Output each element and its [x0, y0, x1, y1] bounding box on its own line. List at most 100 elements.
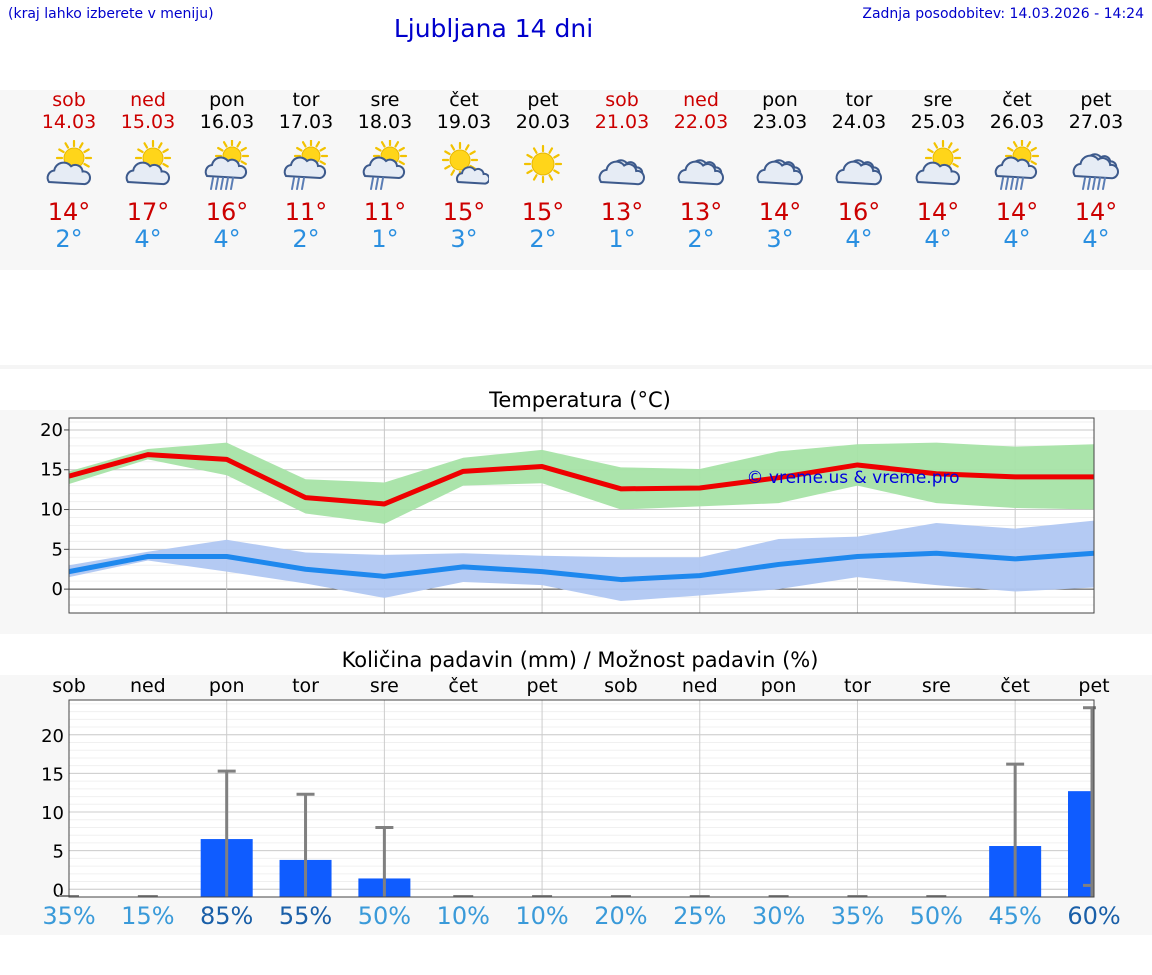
sun-cloud-rain-icon [204, 140, 250, 190]
day-name: sre [370, 89, 400, 111]
precipitation-probability: 55% [278, 902, 333, 930]
precipitation-probability: 60% [1067, 902, 1121, 930]
day-label: čet [1000, 675, 1030, 697]
y-tick-label: 20 [40, 420, 63, 441]
max-temperature: 16° [205, 198, 249, 226]
day-name: pon [762, 89, 798, 111]
partly-cloudy-icon [915, 140, 962, 186]
y-tick-label: 15 [40, 460, 63, 481]
y-tick-label: 15 [41, 764, 64, 785]
precipitation-probability: 30% [751, 902, 806, 930]
cloud-rain-icon [1072, 153, 1119, 190]
day-date: 14.03 [41, 111, 97, 133]
watermark: © vreme.us & vreme.pro [746, 468, 959, 488]
precipitation-probability: 20% [594, 902, 648, 930]
day-date: 19.03 [436, 111, 492, 133]
max-temperature: 14° [995, 198, 1039, 226]
page-title: Ljubljana 14 dni [393, 14, 594, 43]
sun-icon [523, 144, 563, 184]
sun-cloud-light-rain-icon [362, 140, 408, 190]
sun-cloud-light-rain-icon [283, 140, 329, 190]
plot-frame [68, 699, 1095, 898]
max-temperature: 15° [442, 198, 486, 226]
precipitation-probability: 50% [909, 902, 963, 930]
min-temperature: 2° [687, 225, 715, 253]
max-temperature-range-band [69, 442, 1094, 524]
max-temperature: 16° [837, 198, 881, 226]
precipitation-probability: 10% [515, 902, 569, 930]
min-temperature-line [68, 550, 1095, 583]
sun-small-cloud-icon [441, 141, 489, 185]
day-name: ned [130, 89, 166, 111]
precipitation-probability: 50% [357, 902, 412, 930]
forecast-strip: sob 14.03 14° 2° ned 15.03 17° 4° pon 16.03 16° 4° t… [0, 90, 1152, 270]
min-temperature-range-band [69, 520, 1094, 602]
day-date: 20.03 [515, 111, 571, 133]
partly-cloudy-icon [46, 140, 93, 186]
precipitation-probability: 15% [121, 902, 175, 930]
day-label: tor [844, 675, 871, 697]
precipitation-chart-title: Količina padavin (mm) / Možnost padavin … [341, 648, 819, 672]
day-label: pet [1078, 675, 1109, 697]
cloudy-icon [677, 159, 724, 186]
min-temperature: 4° [213, 225, 241, 253]
day-name: tor [292, 89, 320, 111]
day-date: 22.03 [673, 111, 729, 133]
min-temperature: 4° [134, 225, 162, 253]
y-tick-label: 0 [52, 579, 63, 600]
last-updated: Zadnja posodobitev: 14.03.2026 - 14:24 [862, 6, 1144, 22]
max-temperature: 13° [679, 198, 723, 226]
day-label: pon [761, 675, 797, 697]
min-temperature: 4° [845, 225, 873, 253]
max-temperature: 14° [1074, 198, 1118, 226]
temperature-chart-title: Temperatura (°C) [489, 388, 671, 412]
min-temperature: 2° [529, 225, 557, 253]
day-name: sob [605, 89, 639, 111]
day-label: ned [682, 675, 718, 697]
cloudy-icon [756, 159, 803, 186]
cloudy-icon [598, 159, 645, 186]
day-label: tor [292, 675, 319, 697]
min-temperature: 2° [292, 225, 320, 253]
min-temperature: 3° [766, 225, 794, 253]
max-temperature: 17° [126, 198, 170, 226]
temperature-chart: 0 5 10 15 20 © vreme.us & vreme.pro [40, 417, 1095, 614]
plot-frame [68, 417, 1095, 614]
precipitation-probability: 85% [200, 902, 254, 930]
precipitation-bar [1068, 791, 1094, 897]
precipitation-probability: 10% [436, 902, 490, 930]
day-date: 25.03 [910, 111, 966, 133]
y-tick-label: 5 [52, 539, 63, 560]
precipitation-chart: 0 5 10 15 20 sob ned pon tor sre čet pet sob ned pon to… [41, 675, 1110, 901]
day-name: ned [683, 89, 719, 111]
day-label: čet [448, 675, 478, 697]
min-temperature: 1° [371, 225, 399, 253]
max-temperature: 14° [47, 198, 91, 226]
precipitation-probability: 45% [988, 902, 1042, 930]
max-temperature: 13° [600, 198, 644, 226]
day-label: ned [130, 675, 166, 697]
day-name: tor [845, 89, 873, 111]
min-temperature: 4° [1082, 225, 1110, 253]
min-temperature: 3° [450, 225, 478, 253]
day-name: čet [1002, 89, 1032, 111]
y-tick-label: 10 [41, 803, 64, 824]
day-date: 16.03 [199, 111, 255, 133]
day-label: sre [370, 675, 399, 697]
max-temperature: 11° [363, 198, 407, 226]
day-date: 27.03 [1068, 111, 1124, 133]
day-name: pet [1080, 89, 1112, 111]
max-temperature: 11° [284, 198, 328, 226]
day-name: sob [52, 89, 86, 111]
max-temperature-line [68, 452, 1094, 507]
location-hint[interactable]: (kraj lahko izberete v meniju) [8, 6, 214, 22]
min-temperature: 2° [55, 225, 83, 253]
max-temperature: 15° [521, 198, 565, 226]
day-date: 23.03 [752, 111, 808, 133]
day-date: 17.03 [278, 111, 334, 133]
day-name: čet [449, 89, 479, 111]
min-temperature: 4° [1003, 225, 1031, 253]
precipitation-probability: 35% [42, 902, 96, 930]
max-temperature: 14° [916, 198, 960, 226]
day-label: sre [922, 675, 951, 697]
